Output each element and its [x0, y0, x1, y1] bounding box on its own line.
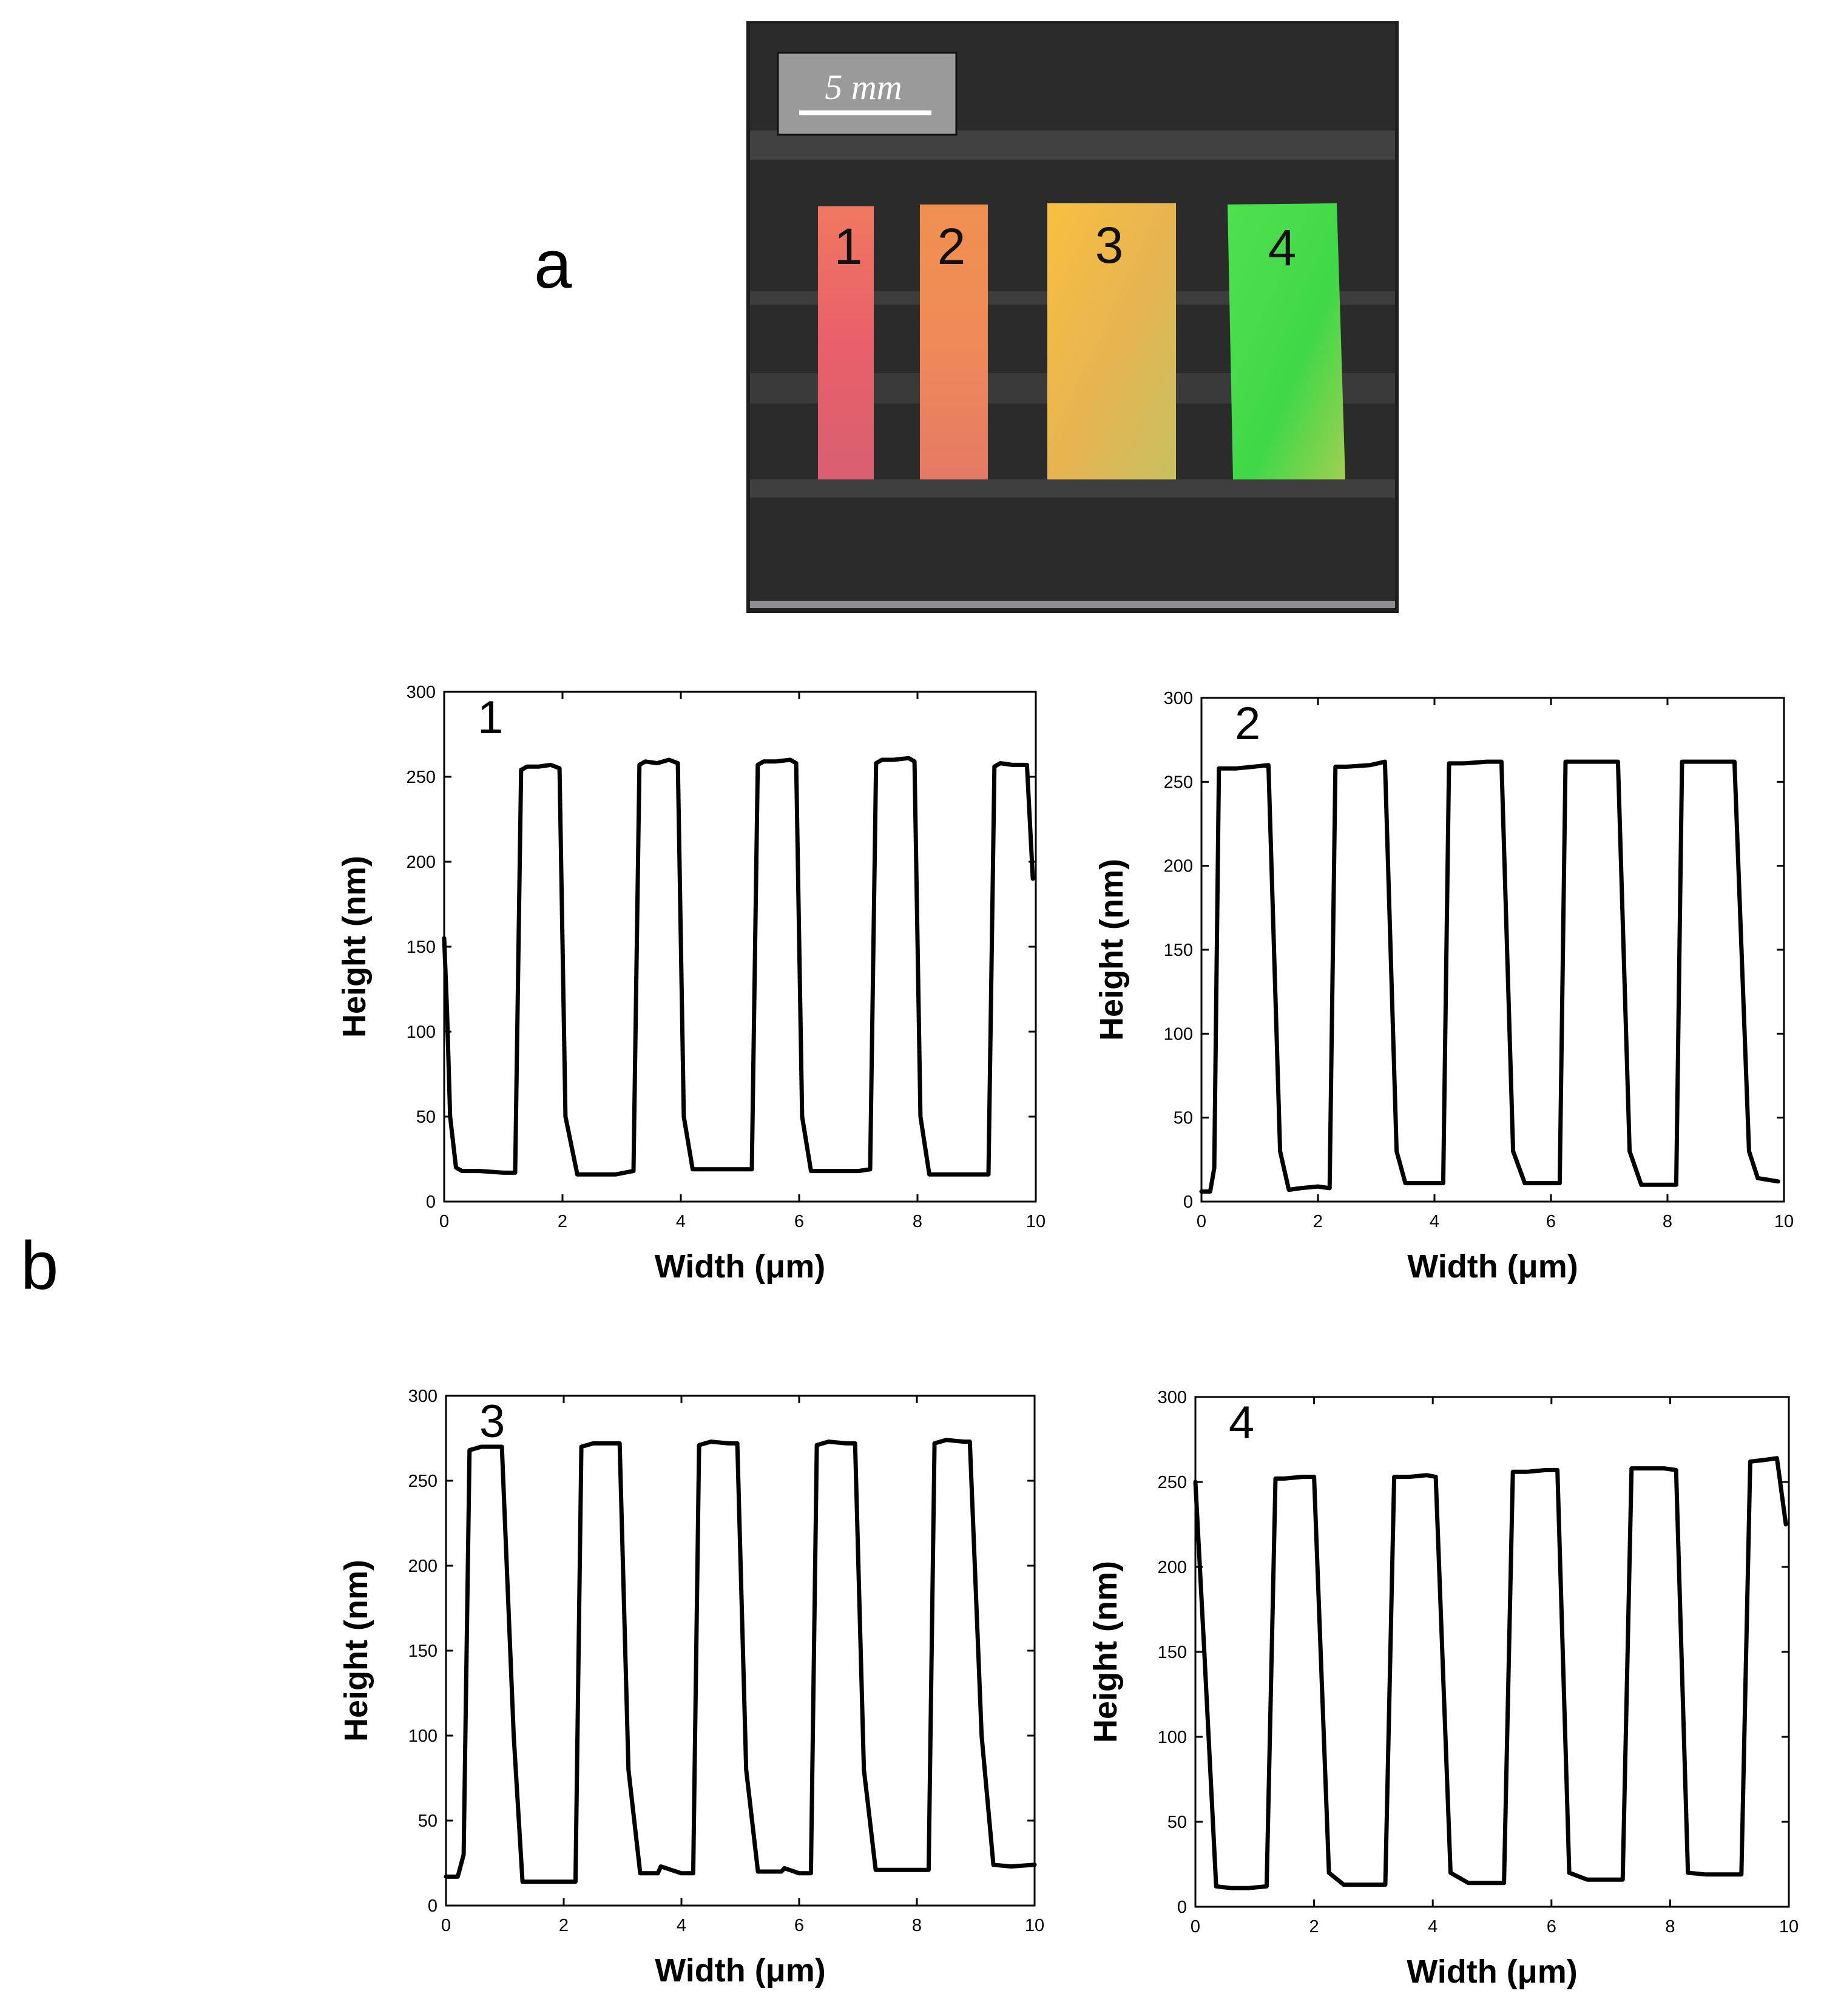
- y-axis-label: Height (nm): [336, 856, 373, 1038]
- x-tick-label: 8: [1663, 1212, 1672, 1231]
- height-profile-chart-3: 0 50 100 150 200 250 300 0 2 4 6 8 10 Width (μm) Heigh…: [338, 1387, 1044, 1989]
- y-tick-label: 100: [1164, 1024, 1193, 1044]
- y-axis-label: Height (nm): [1093, 859, 1130, 1041]
- height-profile-line: [442, 756, 1035, 1177]
- y-tick-label: 0: [426, 1192, 436, 1212]
- x-axis-label: Width (μm): [1407, 1953, 1577, 1990]
- strip-4: [1228, 203, 1345, 479]
- height-profile-line: [1193, 1456, 1788, 1890]
- x-tick-label: 6: [794, 1916, 804, 1935]
- height-profile-chart-1: 0 50 100 150 200 250 300 0 2 4 6 8 10 Width (μm) Heigh…: [336, 683, 1046, 1285]
- chart-panel-number: 4: [1229, 1397, 1254, 1449]
- y-tick-label: 200: [1158, 1558, 1187, 1577]
- panel-label-b: b: [21, 1228, 59, 1304]
- x-axis-label: Width (μm): [1407, 1248, 1578, 1285]
- x-tick-label: 6: [1546, 1212, 1556, 1231]
- strip-2-label: 2: [938, 218, 966, 275]
- y-tick-label: 300: [407, 683, 436, 702]
- y-tick-label: 50: [418, 1811, 438, 1831]
- y-tick-label: 300: [1158, 1388, 1187, 1407]
- y-tick-label: 150: [407, 938, 436, 957]
- x-tick-label: 2: [558, 1212, 567, 1231]
- y-tick-label: 150: [1158, 1643, 1187, 1662]
- y-tick-label: 50: [1174, 1109, 1193, 1128]
- y-tick-label: 200: [1164, 857, 1193, 876]
- x-tick-label: 0: [441, 1916, 451, 1935]
- chart-panel-number: 2: [1235, 698, 1260, 749]
- y-tick-label: 0: [1177, 1898, 1187, 1917]
- y-tick-label: 250: [407, 768, 436, 787]
- x-tick-label: 0: [1191, 1917, 1200, 1937]
- x-tick-label: 8: [1665, 1917, 1675, 1937]
- x-tick-label: 4: [676, 1212, 686, 1231]
- y-tick-label: 200: [408, 1557, 438, 1576]
- height-profile-line: [1199, 759, 1780, 1194]
- x-tick-label: 2: [1309, 1917, 1319, 1937]
- chart-panel-number: 1: [478, 692, 503, 743]
- x-tick-label: 8: [913, 1212, 922, 1231]
- glass-edge: [750, 601, 1395, 608]
- y-tick-label: 300: [1164, 689, 1193, 708]
- x-tick-label: 10: [1026, 1212, 1046, 1231]
- y-tick-label: 0: [428, 1896, 438, 1916]
- strip-2: [920, 205, 988, 479]
- y-axis-label: Height (nm): [1087, 1561, 1124, 1743]
- x-tick-label: 0: [439, 1212, 449, 1231]
- x-tick-label: 8: [912, 1916, 922, 1935]
- height-profile-chart-2: 0 50 100 150 200 250 300 0 2 4 6 8 10 Width (μm) Heigh…: [1093, 689, 1794, 1285]
- scale-bar-label: 5 mm: [825, 67, 902, 107]
- y-tick-label: 50: [1167, 1813, 1187, 1832]
- x-tick-label: 6: [794, 1212, 804, 1231]
- height-profile-line: [444, 1438, 1037, 1884]
- x-tick-label: 10: [1774, 1212, 1794, 1231]
- x-tick-label: 0: [1197, 1212, 1206, 1231]
- x-tick-label: 10: [1025, 1916, 1044, 1935]
- y-axis-label: Height (nm): [338, 1560, 374, 1742]
- x-tick-label: 4: [677, 1916, 686, 1935]
- strip-3-label: 3: [1095, 217, 1124, 274]
- sample-photo: 1 2 3 4 5 mm: [746, 21, 1399, 613]
- strip-3: [1047, 203, 1176, 479]
- height-profile-chart-4: 0 50 100 150 200 250 300 0 2 4 6 8 10 Width (μm) Heigh…: [1087, 1388, 1799, 1990]
- x-tick-label: 4: [1428, 1917, 1438, 1937]
- scale-bar: [799, 110, 931, 115]
- y-tick-label: 100: [408, 1727, 438, 1746]
- panel-label-a: a: [534, 226, 572, 302]
- strip-1-label: 1: [834, 218, 863, 275]
- x-tick-label: 10: [1779, 1917, 1799, 1937]
- y-tick-label: 200: [407, 853, 436, 872]
- plot-frame: [445, 1395, 1036, 1907]
- y-tick-label: 250: [1158, 1473, 1187, 1492]
- glass-band: [750, 479, 1395, 498]
- plot-frame: [1200, 697, 1785, 1203]
- y-tick-label: 300: [408, 1387, 438, 1406]
- y-tick-label: 100: [407, 1023, 436, 1042]
- strip-1: [818, 206, 874, 479]
- plot-frame: [1194, 1396, 1790, 1908]
- y-tick-label: 250: [408, 1472, 438, 1491]
- x-tick-label: 6: [1547, 1917, 1556, 1937]
- y-tick-label: 100: [1158, 1728, 1187, 1747]
- y-tick-label: 150: [408, 1642, 438, 1661]
- y-tick-label: 150: [1164, 941, 1193, 960]
- x-tick-label: 4: [1430, 1212, 1439, 1231]
- strip-4-label: 4: [1268, 219, 1297, 276]
- x-tick-label: 2: [559, 1916, 569, 1935]
- x-axis-label: Width (μm): [655, 1248, 825, 1285]
- y-tick-label: 250: [1164, 773, 1193, 792]
- chart-panel-number: 3: [479, 1396, 505, 1447]
- scale-bar-box: [777, 52, 958, 136]
- x-axis-label: Width (μm): [655, 1952, 825, 1989]
- y-tick-label: 50: [416, 1108, 436, 1127]
- y-tick-label: 0: [1183, 1192, 1193, 1212]
- x-tick-label: 2: [1313, 1212, 1323, 1231]
